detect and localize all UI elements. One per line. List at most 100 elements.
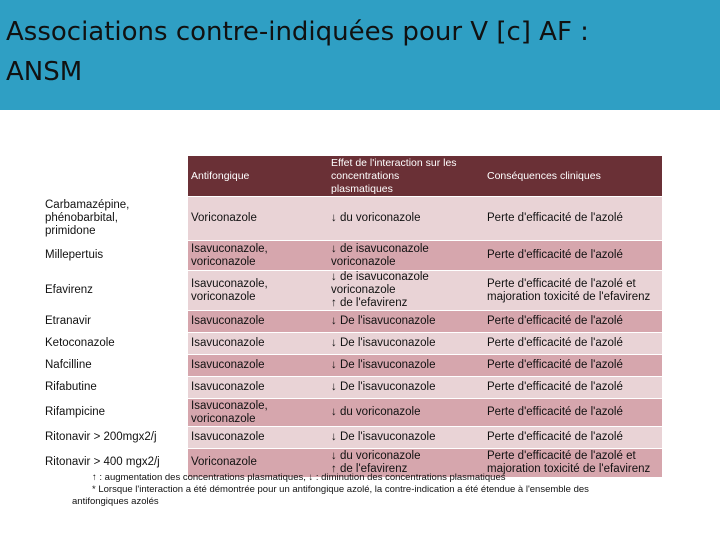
table-row: Millepertuis Isavuconazole, voriconazole ↓ …: [42, 240, 662, 271]
cell-effet: ↓ du voriconazole ↑ de l'efavirenz: [328, 448, 484, 477]
cell-antifongique: Isavuconazole, voriconazole: [188, 398, 328, 427]
cell-antifongique: Isavuconazole: [188, 426, 328, 449]
cell-consequence-line: majoration toxicité de l'efavirenz: [487, 462, 651, 475]
cell-consequence-line: Perte d'efficacité de l'azolé: [487, 249, 623, 261]
cell-effet-line: ↓ De l'isavuconazole: [331, 359, 436, 371]
cell-consequence-line: Perte d'efficacité de l'azolé: [487, 406, 623, 418]
table-row: Rifabutine Isavuconazole ↓ De l'isavuconaz…: [42, 376, 662, 399]
slide-title-line1: Associations contre-indiquées pour V [c]…: [6, 17, 589, 47]
cell-antifongique-line: voriconazole: [191, 290, 256, 303]
cell-effet-line: ↓ du voriconazole: [331, 212, 421, 224]
slide-title: Associations contre-indiquées pour V [c]…: [6, 12, 706, 92]
cell-consequence: Perte d'efficacité de l'azolé et majorati…: [484, 270, 662, 311]
cell-effet-line: ↓ De l'isavuconazole: [331, 381, 436, 393]
cell-consequence-line: Perte d'efficacité de l'azolé et: [487, 449, 636, 462]
cell-consequence: Perte d'efficacité de l'azolé et majorati…: [484, 448, 662, 477]
table-row: Ritonavir > 200mgx2/j Isavuconazole ↓ De l…: [42, 426, 662, 449]
cell-drug: Efavirenz: [42, 270, 188, 311]
header-effet: Effet de l'interaction sur les concentra…: [328, 156, 484, 197]
title-banner: [0, 0, 720, 110]
cell-effet: ↓ De l'isavuconazole: [328, 376, 484, 399]
cell-effet: ↓ de isavuconazole voriconazole: [328, 240, 484, 271]
cell-effet-line: ↓ De l'isavuconazole: [331, 431, 436, 443]
cell-drug: Ritonavir > 200mgx2/j: [42, 426, 188, 449]
cell-effet-line: voriconazole: [331, 255, 396, 268]
cell-effet-line: ↑ de l'efavirenz: [331, 297, 408, 309]
contraindications-table: Antifongique Effet de l'interaction sur …: [42, 156, 662, 477]
cell-consequence-line: Perte d'efficacité de l'azolé: [487, 315, 623, 327]
cell-drug-line: Ketoconazole: [45, 337, 115, 349]
cell-consequence-line: Perte d'efficacité de l'azolé: [487, 431, 623, 443]
cell-effet-line: ↓ de isavuconazole: [331, 242, 429, 255]
cell-antifongique-line: Isavuconazole,: [191, 242, 268, 255]
cell-antifongique-line: voriconazole: [191, 255, 256, 268]
cell-drug: Ketoconazole: [42, 332, 188, 355]
cell-drug-line: Efavirenz: [45, 284, 93, 296]
cell-drug: Millepertuis: [42, 240, 188, 271]
cell-consequence-line: Perte d'efficacité de l'azolé: [487, 212, 623, 224]
cell-drug-line: phénobarbital,: [45, 212, 118, 224]
cell-effet-line: ↓ De l'isavuconazole: [331, 315, 436, 327]
cell-antifongique-line: Isavuconazole: [191, 431, 265, 443]
cell-antifongique-line: Isavuconazole: [191, 381, 265, 393]
cell-consequence: Perte d'efficacité de l'azolé: [484, 354, 662, 377]
cell-effet: ↓ du voriconazole: [328, 196, 484, 241]
cell-antifongique: Isavuconazole: [188, 310, 328, 333]
cell-effet: ↓ De l'isavuconazole: [328, 332, 484, 355]
cell-effet: ↓ De l'isavuconazole: [328, 354, 484, 377]
cell-antifongique-line: Isavuconazole: [191, 359, 265, 371]
cell-antifongique-line: voriconazole: [191, 412, 256, 425]
footnotes: ↑ : augmentation des concentrations plas…: [72, 472, 692, 508]
cell-effet-line: ↓ De l'isavuconazole: [331, 337, 436, 349]
cell-drug-line: Ritonavir > 400 mgx2/j: [45, 456, 160, 469]
cell-consequence-line: Perte d'efficacité de l'azolé: [487, 359, 623, 371]
cell-consequence: Perte d'efficacité de l'azolé: [484, 398, 662, 427]
slide-title-line2: ANSM: [6, 57, 83, 87]
cell-antifongique: Voriconazole: [188, 448, 328, 477]
cell-drug-line: primidone: [45, 225, 96, 237]
cell-antifongique-line: Voriconazole: [191, 456, 257, 469]
cell-antifongique: Isavuconazole: [188, 376, 328, 399]
footnote-legend: ↑ : augmentation des concentrations plas…: [92, 472, 506, 483]
cell-consequence: Perte d'efficacité de l'azolé: [484, 196, 662, 241]
cell-consequence-line: Perte d'efficacité de l'azolé: [487, 381, 623, 393]
cell-consequence: Perte d'efficacité de l'azolé: [484, 240, 662, 271]
cell-antifongique: Isavuconazole: [188, 354, 328, 377]
footnote-extension: * Lorsque l'interaction a été démontrée …: [92, 484, 589, 495]
cell-effet: ↓ De l'isavuconazole: [328, 310, 484, 333]
cell-drug: Ritonavir > 400 mgx2/j: [42, 448, 188, 477]
cell-drug: Rifabutine: [42, 376, 188, 399]
header-drug: [42, 156, 188, 197]
cell-drug-line: Rifampicine: [45, 406, 106, 418]
cell-effet: ↓ De l'isavuconazole: [328, 426, 484, 449]
cell-antifongique: Isavuconazole: [188, 332, 328, 355]
cell-drug-line: Millepertuis: [45, 249, 104, 261]
cell-consequence: Perte d'efficacité de l'azolé: [484, 310, 662, 333]
table-row: Efavirenz Isavuconazole, voriconazole ↓ de …: [42, 270, 662, 311]
cell-antifongique-line: Isavuconazole,: [191, 277, 268, 290]
cell-drug-line: Etranavir: [45, 315, 92, 327]
cell-consequence-line: Perte d'efficacité de l'azolé: [487, 337, 623, 349]
cell-effet: ↓ de isavuconazole voriconazole ↑ de l'efa…: [328, 270, 484, 311]
footnote-extension-cont: antifongiques azolés: [72, 496, 159, 507]
cell-consequence: Perte d'efficacité de l'azolé: [484, 426, 662, 449]
cell-consequence: Perte d'efficacité de l'azolé: [484, 332, 662, 355]
cell-antifongique: Isavuconazole, voriconazole: [188, 240, 328, 271]
cell-effet-line: ↑ de l'efavirenz: [331, 462, 408, 475]
cell-antifongique: Isavuconazole, voriconazole: [188, 270, 328, 311]
cell-effet-line: ↓ du voriconazole: [331, 406, 421, 418]
cell-drug-line: Ritonavir > 200mgx2/j: [45, 431, 157, 443]
table-row: Nafcilline Isavuconazole ↓ De l'isavuconaz…: [42, 354, 662, 377]
cell-consequence-line: majoration toxicité de l'efavirenz: [487, 290, 651, 303]
cell-antifongique-line: Isavuconazole: [191, 337, 265, 349]
header-antifongique: Antifongique: [188, 156, 328, 197]
cell-drug-line: Carbamazépine,: [45, 199, 130, 211]
cell-consequence: Perte d'efficacité de l'azolé: [484, 376, 662, 399]
cell-antifongique-line: Isavuconazole,: [191, 399, 268, 412]
cell-drug: Etranavir: [42, 310, 188, 333]
table-row: Carbamazépine, phénobarbital, primidone Vor…: [42, 196, 662, 241]
table-row: Ketoconazole Isavuconazole ↓ De l'isavucon…: [42, 332, 662, 355]
cell-effet-line: ↓ de isavuconazole: [331, 271, 429, 284]
table-header-row: Antifongique Effet de l'interaction sur …: [42, 156, 662, 197]
cell-effet-line: ↓ du voriconazole: [331, 449, 421, 462]
